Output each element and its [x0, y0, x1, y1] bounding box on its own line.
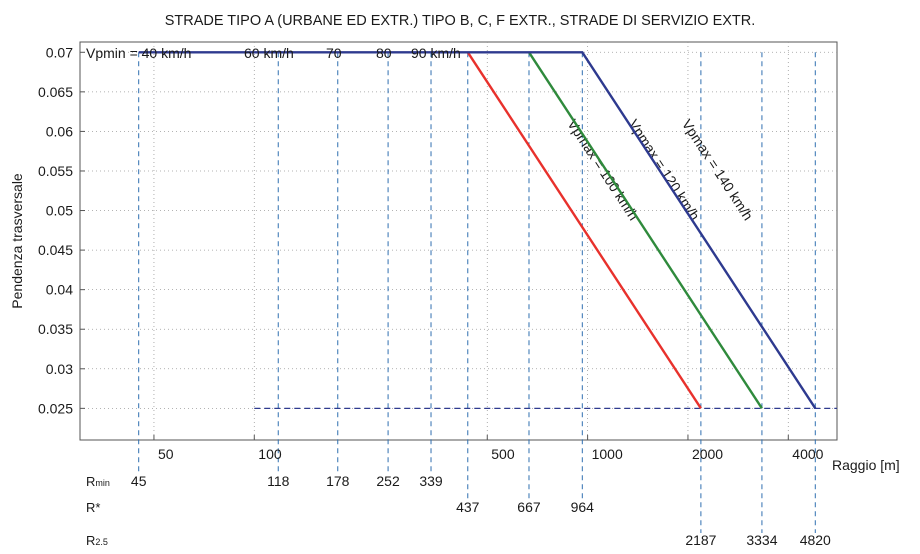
y-tick-label: 0.05: [46, 203, 73, 219]
y-tick-label: 0.025: [38, 400, 73, 416]
y-tick-label: 0.035: [38, 321, 73, 337]
row-value: 964: [571, 499, 595, 515]
x-axis-label: Raggio [m]: [832, 457, 900, 473]
series-line-2: [527, 51, 763, 409]
row-value: 45: [131, 473, 147, 489]
x-tick-label: 500: [491, 446, 515, 462]
y-tick-label: 0.03: [46, 361, 73, 377]
y-tick-label: 0.055: [38, 163, 73, 179]
row-value: 252: [376, 473, 400, 489]
vpmin-label: 80: [376, 45, 392, 61]
series-line-1: [466, 51, 702, 409]
radius-rows: Rmin 45 118 178 252 339 R* 437 667 964 R2.5 2187 333…: [86, 473, 831, 548]
row-value: 4820: [800, 532, 831, 548]
grid: [80, 42, 837, 440]
x-tick-label: 4000: [792, 446, 823, 462]
x-tick-label: 1000: [592, 446, 623, 462]
vpmin-labels: Vpmin = 40 km/h 60 km/h 70 80 90 km/h: [86, 45, 461, 61]
y-tick-label: 0.045: [38, 242, 73, 258]
row-value: 3334: [746, 532, 777, 548]
plot-frame: [79, 41, 838, 441]
row-value: 2187: [685, 532, 716, 548]
y-axis-label: Pendenza trasversale: [9, 173, 25, 309]
row-value: 437: [456, 499, 480, 515]
series-line-3: [138, 51, 817, 409]
y-tick-label: 0.04: [46, 282, 73, 298]
row-value: 667: [517, 499, 541, 515]
vpmin-label: 70: [326, 45, 342, 61]
row-value: 178: [326, 473, 350, 489]
row-name: Rmin: [86, 474, 110, 489]
reference-lines: [138, 52, 837, 533]
x-tick-labels: 50 100 500 1000 2000 4000: [153, 435, 824, 462]
x-tick-label: 50: [158, 446, 174, 462]
row-name-subscript: min: [95, 478, 110, 488]
row-value: 339: [419, 473, 443, 489]
row-name: R2.5: [86, 533, 108, 548]
vpmin-label: 90 km/h: [411, 45, 461, 61]
row-name-subscript: 2.5: [95, 537, 108, 547]
row-value: 118: [267, 473, 290, 489]
vpmin-label: 60 km/h: [244, 45, 294, 61]
chart-title: STRADE TIPO A (URBANE ED EXTR.) TIPO B, …: [165, 13, 756, 29]
vpmin-label: Vpmin = 40 km/h: [86, 45, 191, 61]
x-tick-label: 100: [258, 446, 282, 462]
y-tick-label: 0.07: [46, 44, 73, 60]
y-tick-labels: 0.025 0.03 0.035 0.04 0.045 0.05 0.055 0.06 0.06…: [38, 44, 85, 416]
y-tick-label: 0.065: [38, 84, 73, 100]
x-tick-label: 2000: [692, 446, 723, 462]
row-name: R*: [86, 500, 100, 515]
y-tick-label: 0.06: [46, 123, 73, 139]
